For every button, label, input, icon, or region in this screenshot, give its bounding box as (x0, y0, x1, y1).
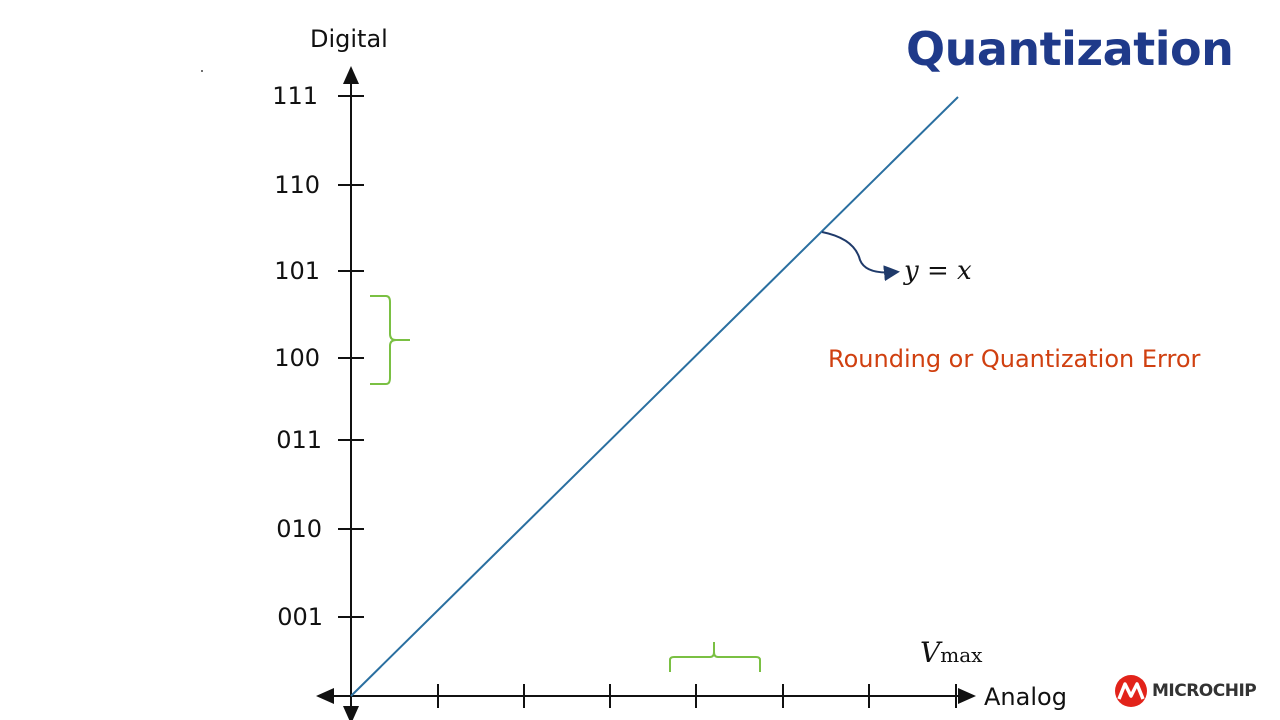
vmax-label: Vmax (920, 636, 982, 669)
callout-arrow (821, 231, 900, 282)
y-tick-label-011: 011 (276, 426, 322, 454)
quantization-error-label: Rounding or Quantization Error (828, 345, 1201, 373)
y-ticks (338, 95, 364, 618)
y-axis-label: Digital (310, 25, 388, 53)
y-step-bracket (370, 295, 410, 385)
dot (201, 70, 203, 72)
y-tick-label-001: 001 (277, 603, 323, 631)
y-tick-label-101: 101 (274, 257, 320, 285)
line-equation-label: y = x (904, 256, 972, 286)
y-tick-label-110: 110 (274, 171, 320, 199)
vmax-subscript: max (940, 643, 983, 667)
slide-title: Quantization (906, 22, 1234, 76)
y-tick-label-010: 010 (276, 515, 322, 543)
y-tick-label-111: 111 (272, 82, 318, 110)
microchip-logo-icon (1115, 675, 1147, 707)
x-step-bracket (669, 642, 761, 672)
x-ticks (437, 684, 957, 708)
identity-line (350, 96, 959, 697)
microchip-logo-text: MICROCHIP (1152, 681, 1257, 701)
microchip-logo: MICROCHIP (1114, 674, 1257, 708)
y-tick-label-100: 100 (274, 344, 320, 372)
x-axis-label: Analog (984, 683, 1067, 711)
vmax-symbol: V (920, 636, 941, 669)
